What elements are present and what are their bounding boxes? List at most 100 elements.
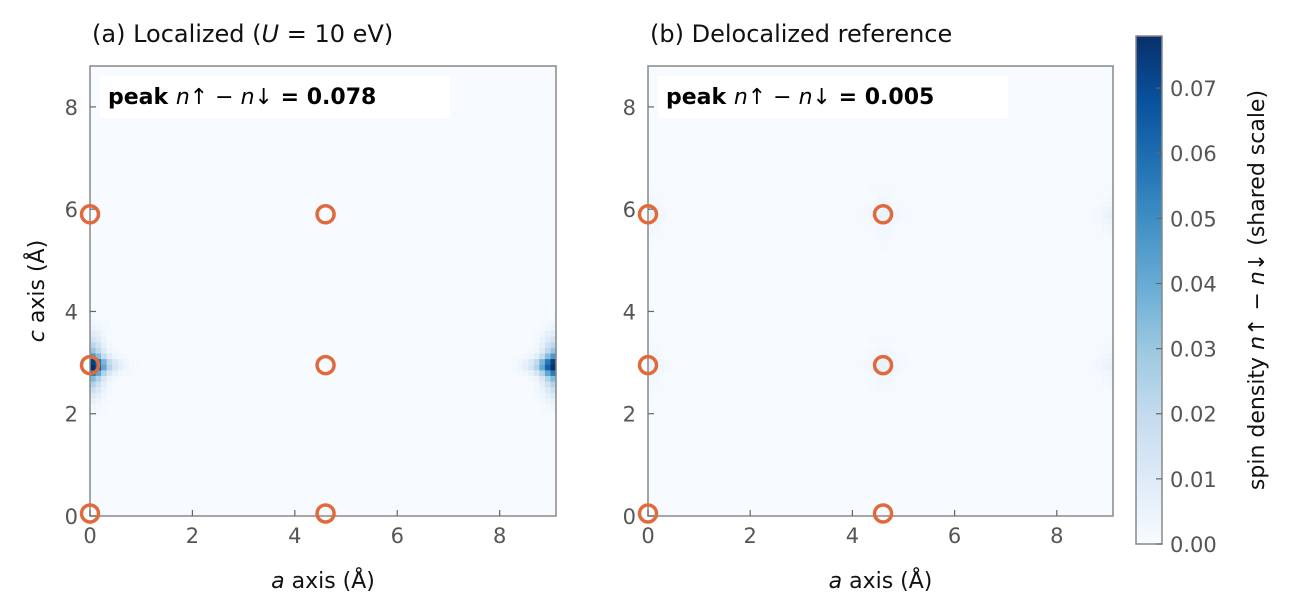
heatmap-cell	[511, 437, 518, 444]
heatmap-cell	[323, 426, 330, 433]
heatmap-cell	[250, 347, 258, 354]
heatmap-cell	[450, 448, 457, 455]
heatmap-cell	[228, 262, 235, 270]
heatmap-cell	[289, 341, 296, 348]
heatmap-cell	[445, 189, 452, 196]
heatmap-cell	[483, 487, 491, 495]
heatmap-cell	[450, 302, 457, 309]
heatmap-cell	[223, 437, 230, 444]
heatmap-cell	[506, 229, 513, 236]
heatmap-cell	[461, 437, 468, 444]
heatmap-cell	[189, 459, 197, 466]
heatmap-cell	[95, 386, 102, 393]
heatmap-cell	[361, 184, 368, 191]
heatmap-cell	[156, 319, 163, 326]
heatmap-cell	[450, 341, 457, 348]
heatmap-cell	[250, 409, 258, 416]
heatmap-cell	[384, 257, 391, 264]
heatmap-cell	[289, 251, 296, 258]
heatmap-cell	[245, 426, 252, 433]
heatmap-cell	[139, 364, 147, 371]
heatmap-cell	[206, 364, 213, 371]
heatmap-cell	[428, 510, 435, 517]
heatmap-cell	[217, 319, 224, 326]
heatmap-cell	[317, 465, 324, 472]
heatmap-cell	[284, 229, 291, 236]
heatmap-cell	[306, 386, 313, 393]
heatmap-cell	[361, 352, 368, 360]
heatmap-cell	[156, 369, 163, 376]
heatmap-cell	[156, 482, 163, 489]
heatmap-cell	[217, 454, 224, 461]
heatmap-cell	[522, 189, 529, 196]
heatmap-cell	[162, 291, 169, 298]
heatmap-cell	[506, 448, 513, 455]
heatmap-cell	[445, 336, 452, 343]
heatmap-cell	[151, 420, 158, 427]
heatmap-cell	[311, 487, 319, 495]
heatmap-cell	[212, 431, 219, 438]
heatmap-cell	[445, 352, 452, 360]
heatmap-cell	[311, 459, 319, 466]
heatmap-cell	[162, 442, 169, 450]
heatmap-cell	[511, 313, 518, 320]
heatmap-cell	[284, 285, 291, 292]
heatmap-cell	[450, 184, 457, 191]
heatmap-cell	[367, 195, 374, 202]
heatmap-cell	[517, 341, 524, 348]
heatmap-cell	[123, 223, 130, 230]
heatmap-cell	[239, 459, 246, 466]
heatmap-cell	[95, 201, 102, 208]
heatmap-cell	[162, 223, 169, 230]
heatmap-cell	[217, 223, 224, 230]
heatmap-cell	[223, 268, 230, 275]
heatmap-cell	[483, 184, 491, 191]
heatmap-cell	[112, 510, 119, 517]
heatmap-cell	[328, 431, 335, 438]
heatmap-cell	[384, 189, 391, 196]
heatmap-cell	[334, 285, 341, 292]
heatmap-cell	[389, 392, 396, 399]
heatmap-cell	[539, 217, 546, 225]
heatmap-cell	[439, 201, 446, 208]
heatmap-cell	[539, 274, 546, 281]
heatmap-cell	[317, 476, 324, 483]
heatmap-cell	[439, 510, 446, 517]
heatmap-cell	[339, 229, 346, 236]
heatmap-cell	[361, 493, 368, 500]
heatmap-cell	[522, 369, 529, 376]
heatmap-cell	[317, 499, 324, 506]
heatmap-cell	[106, 279, 113, 286]
heatmap-cell	[372, 437, 380, 444]
heatmap-cell	[195, 504, 202, 511]
heatmap-cell	[200, 189, 208, 196]
heatmap-cell	[295, 195, 302, 202]
heatmap-cell	[456, 274, 463, 281]
heatmap-cell	[372, 504, 380, 511]
heatmap-cell	[123, 201, 130, 208]
heatmap-cell	[123, 493, 130, 500]
heatmap-cell	[206, 448, 213, 455]
heatmap-cell	[167, 330, 174, 337]
heatmap-cell	[456, 352, 463, 360]
heatmap-cell	[550, 381, 557, 388]
heatmap-cell	[239, 448, 246, 455]
heatmap-cell	[422, 336, 430, 343]
heatmap-cell	[178, 262, 185, 270]
heatmap-cell	[167, 313, 174, 320]
heatmap-cell	[483, 504, 491, 511]
heatmap-cell	[256, 217, 263, 225]
heatmap-cell	[273, 465, 280, 472]
heatmap-cell	[117, 184, 124, 191]
heatmap-cell	[356, 189, 363, 196]
heatmap-cell	[117, 448, 124, 455]
heatmap-cell	[189, 476, 197, 483]
heatmap-cell	[212, 369, 219, 376]
heatmap-cell	[367, 223, 374, 230]
heatmap-cell	[289, 381, 296, 388]
heatmap-cell	[223, 336, 230, 343]
heatmap-cell	[223, 392, 230, 399]
heatmap-cell	[517, 358, 524, 365]
heatmap-cell	[256, 386, 263, 393]
heatmap-cell	[428, 206, 435, 213]
